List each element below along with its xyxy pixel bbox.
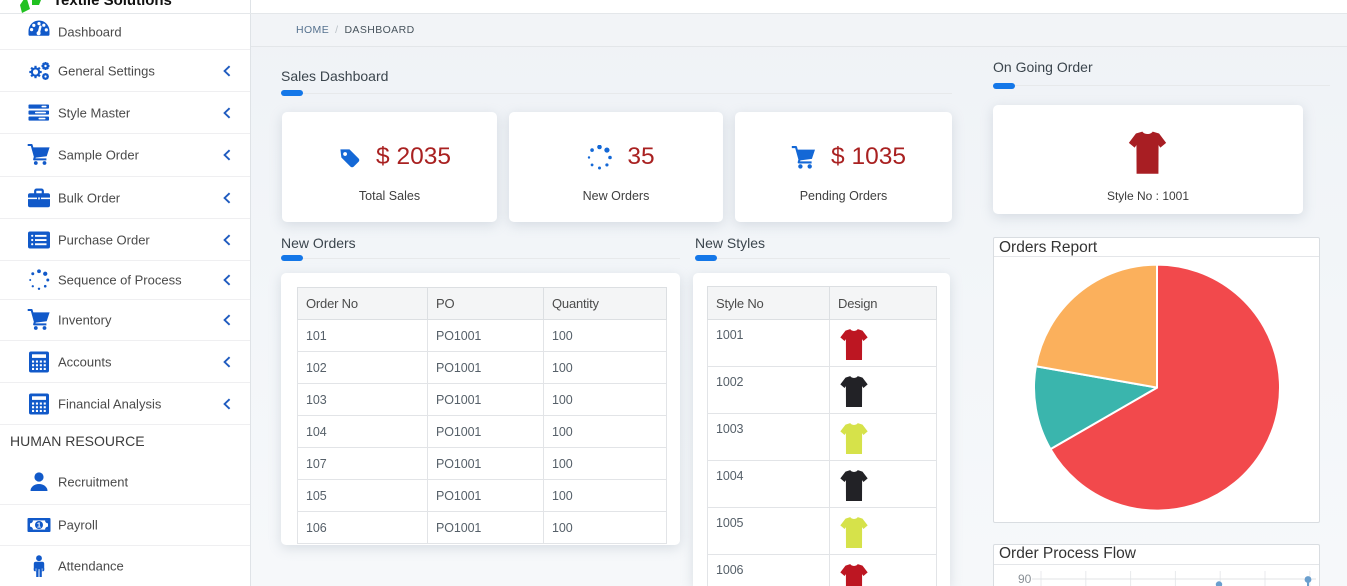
svg-text:1: 1 — [37, 521, 41, 530]
svg-text:90: 90 — [1018, 572, 1032, 586]
